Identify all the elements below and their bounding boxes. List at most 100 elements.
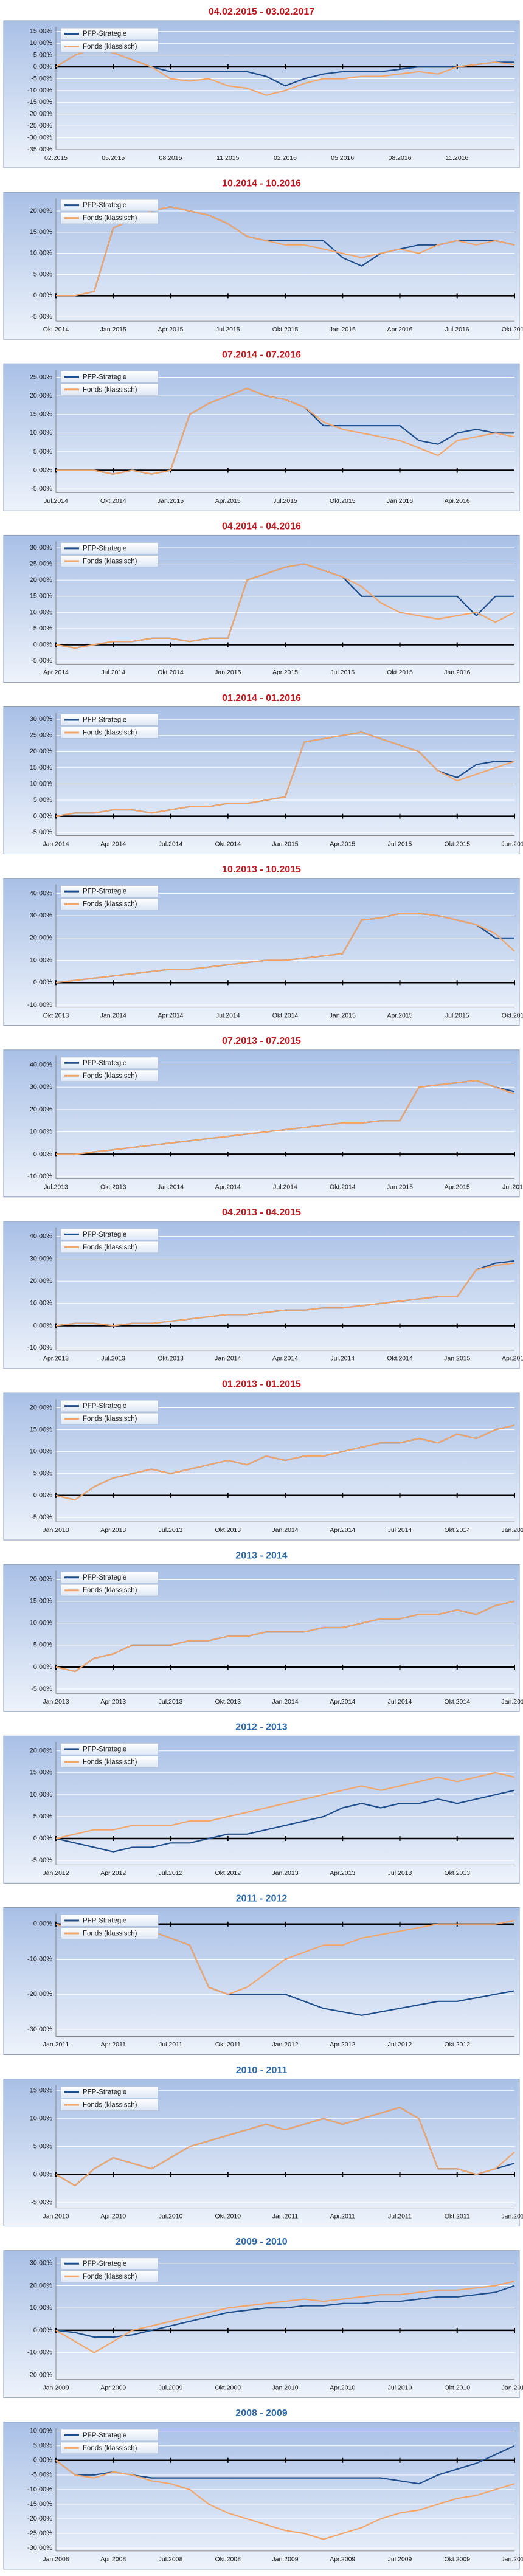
y-tick-label: 20,00%	[30, 392, 53, 399]
series-line	[56, 387, 515, 475]
x-tick-label: Jan.2016	[444, 669, 470, 676]
x-tick-label: Jan.2015	[501, 1698, 523, 1705]
x-tick-label: Jul.2014	[44, 497, 68, 505]
y-tick-label: 10,00%	[30, 2428, 53, 2435]
x-tick-label: Apr.2013	[43, 1355, 69, 1362]
y-tick-label: 20,00%	[30, 207, 53, 215]
series-line	[55, 1600, 515, 1673]
y-tick-label: 10,00%	[30, 2304, 53, 2312]
x-tick-label: Jul.2011	[388, 2212, 412, 2220]
x-tick-label: 08.2016	[389, 154, 412, 162]
y-tick-label: -30,00%	[27, 134, 52, 141]
legend-label: PFP-Strategie	[83, 373, 126, 381]
x-tick-label: Jul.2014	[388, 1527, 412, 1534]
legend-entry-box	[60, 199, 159, 212]
x-tick-label: Jul.2015	[273, 497, 297, 505]
legend-label: PFP-Strategie	[83, 202, 126, 209]
y-tick-label: -10,00%	[27, 2349, 52, 2357]
legend-label: Fonds (klassisch)	[83, 558, 137, 565]
x-tick-label: Okt.2013	[444, 1870, 470, 1877]
x-tick-label: Okt.2011	[445, 2212, 470, 2220]
x-tick-label: Jan.2015	[272, 840, 298, 848]
y-tick-label: 5,00%	[33, 796, 52, 804]
x-tick-label: Jul.2014	[159, 840, 183, 848]
series-line	[55, 2459, 515, 2540]
y-tick-label: 20,00%	[30, 1106, 53, 1113]
legend-label: PFP-Strategie	[83, 2432, 126, 2439]
x-tick-label: Jul.2011	[159, 2041, 182, 2048]
y-tick-label: -15,00%	[27, 98, 52, 106]
y-tick-label: 0,00%	[33, 1492, 52, 1499]
y-tick-label: 0,00%	[33, 641, 52, 648]
x-tick-label: Apr.2014	[215, 1184, 241, 1191]
x-tick-label: Jul.2014	[101, 669, 125, 676]
y-tick-label: 15,00%	[30, 2087, 53, 2094]
legend-entry-box	[60, 2429, 159, 2442]
x-tick-label: Jan.2014	[272, 1527, 298, 1534]
y-tick-label: 0,00%	[33, 2170, 52, 2178]
y-tick-label: 25,00%	[30, 561, 53, 568]
x-tick-label: Okt.2010	[215, 2212, 241, 2220]
x-tick-label: Jan.2014	[272, 1698, 298, 1705]
chart-title: 2013 - 2014	[235, 1550, 288, 1561]
y-tick-label: 10,00%	[30, 1128, 53, 1136]
y-tick-label: 20,00%	[30, 1404, 53, 1411]
y-tick-label: 0,00%	[33, 63, 52, 71]
y-tick-label: -10,00%	[27, 1344, 52, 1352]
chart-title: 01.2013 - 01.2015	[222, 1379, 301, 1389]
y-tick-label: -5,00%	[31, 75, 52, 82]
x-tick-label: Jan.2015	[444, 1355, 470, 1362]
legend-label: Fonds (klassisch)	[83, 2445, 137, 2452]
y-tick-label: 15,00%	[30, 229, 53, 236]
y-tick-label: 0,00%	[33, 813, 52, 820]
legend-entry-box	[60, 1069, 159, 1082]
y-tick-label: -10,00%	[27, 2486, 52, 2493]
legend-label: PFP-Strategie	[83, 1917, 126, 1924]
x-tick-label: Okt.2013	[43, 1012, 69, 1019]
y-tick-label: 5,00%	[33, 625, 52, 632]
x-tick-label: Apr.2015	[272, 669, 298, 676]
legend-label: PFP-Strategie	[83, 1574, 126, 1581]
x-tick-label: Okt.2013	[100, 1184, 126, 1191]
x-tick-label: Jul.2014	[330, 1355, 355, 1362]
x-tick-label: Jul.2015	[216, 326, 240, 333]
x-tick-label: Jul.2010	[388, 2384, 412, 2392]
x-tick-label: Jan.2015	[501, 1527, 523, 1534]
y-tick-label: 10,00%	[30, 1300, 53, 1307]
chart-title: 2012 - 2013	[235, 1722, 288, 1733]
chart-title: 04.2013 - 04.2015	[222, 1207, 301, 1218]
y-tick-label: 15,00%	[30, 764, 53, 772]
legend-label: PFP-Strategie	[83, 888, 126, 896]
x-tick-label: Jan.2015	[387, 1184, 413, 1191]
legend-entry-box	[60, 554, 159, 567]
y-tick-label: -30,00%	[27, 2544, 52, 2552]
x-tick-label: Jan.2008	[43, 2556, 69, 2563]
x-tick-label: Apr.2016	[387, 326, 412, 333]
y-tick-label: -25,00%	[27, 2530, 52, 2537]
y-tick-label: 5,00%	[33, 1642, 52, 1649]
legend-entry-box	[60, 2099, 159, 2112]
x-tick-label: Jul.2015	[502, 1184, 523, 1191]
series-line	[55, 2285, 515, 2338]
x-tick-label: Jan.2011	[502, 2384, 523, 2392]
legend-entry-box	[60, 1755, 159, 1768]
legend-entry-box	[60, 1241, 159, 1254]
y-tick-label: -25,00%	[27, 122, 52, 129]
y-tick-label: -20,00%	[27, 2515, 52, 2522]
y-tick-label: 5,00%	[33, 52, 52, 59]
y-tick-label: -5,00%	[31, 1514, 52, 1521]
x-tick-label: Jan.2010	[272, 2384, 298, 2392]
legend-label: PFP-Strategie	[83, 717, 126, 724]
y-tick-label: -5,00%	[31, 1685, 52, 1693]
series-line	[55, 1262, 515, 1327]
x-tick-label: Jul.2013	[159, 1527, 183, 1534]
x-tick-label: Apr.2013	[100, 1698, 126, 1705]
x-tick-label: Okt.2014	[330, 1184, 356, 1191]
legend-entry-box	[60, 2442, 159, 2454]
x-tick-label: Apr.2015	[215, 497, 241, 505]
chart-title: 04.2014 - 04.2016	[222, 522, 301, 532]
y-tick-label: 15,00%	[30, 411, 53, 418]
y-tick-label: 40,00%	[30, 1233, 53, 1240]
